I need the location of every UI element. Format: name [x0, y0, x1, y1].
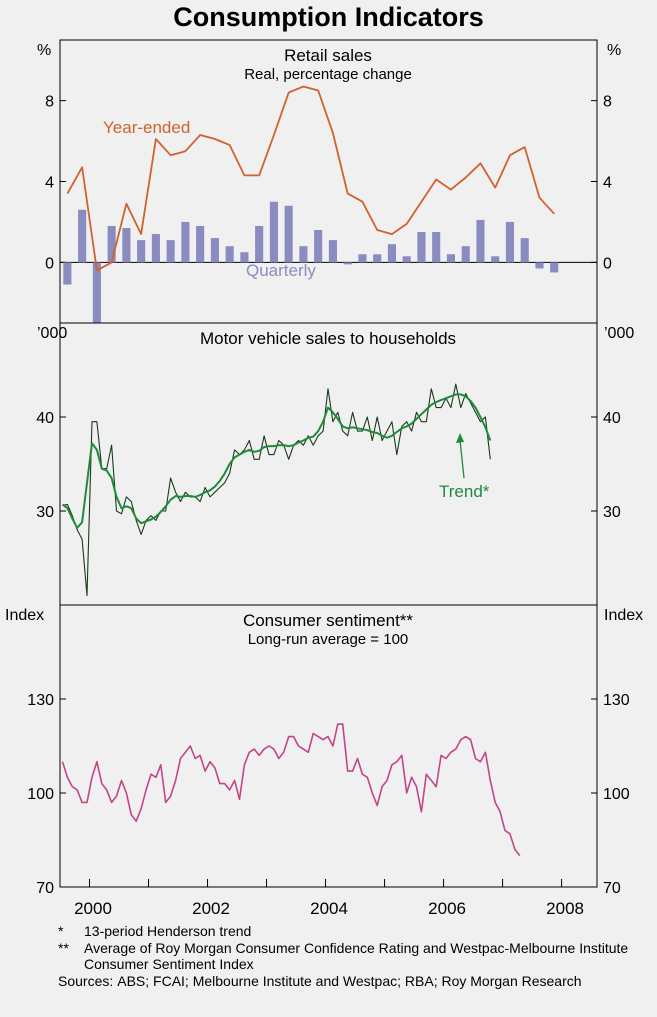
y-unit-label-left: ’000	[37, 325, 67, 342]
y-tick-label-right: 8	[603, 94, 612, 111]
quarterly-bar	[461, 246, 470, 263]
x-tick-label: 2008	[546, 899, 584, 918]
quarterly-bar	[446, 254, 456, 263]
panel-subtitle: Long-run average = 100	[248, 631, 409, 648]
quarterly-bar	[491, 256, 500, 263]
quarterly-bar	[432, 232, 441, 263]
footnote-sources: Sources: ABS; FCAI; Melbourne Institute …	[58, 973, 648, 990]
y-tick-label-right: 4	[603, 175, 612, 192]
y-tick-label-right: 30	[603, 504, 621, 521]
quarterly-bar	[402, 256, 411, 263]
quarterly-bar	[387, 244, 396, 263]
x-tick-label: 2006	[428, 899, 466, 918]
y-tick-label-left: 130	[27, 692, 54, 709]
footnote-sentiment: ** Average of Roy Morgan Consumer Confid…	[58, 940, 648, 973]
y-tick-label-right: 70	[603, 880, 621, 897]
panel-subtitle: Real, percentage change	[244, 66, 412, 83]
quarterly-bar	[343, 262, 352, 265]
panel-3	[60, 698, 597, 888]
quarterly-bar	[78, 209, 87, 263]
panel-2	[60, 383, 597, 597]
y-tick-label-left: 0	[45, 255, 54, 272]
panel-title: Retail sales	[284, 46, 372, 65]
quarterly-bar	[476, 219, 485, 263]
y-tick-label-right: 130	[603, 692, 630, 709]
footnote-trend-mark: *	[58, 923, 64, 939]
y-tick-label-left: 40	[36, 410, 54, 427]
annotation-quarterly: Quarterly	[246, 261, 316, 280]
quarterly-bar	[225, 246, 234, 263]
quarterly-bar	[314, 230, 323, 263]
y-tick-label-left: 70	[36, 880, 54, 897]
quarterly-bar	[63, 262, 72, 285]
sentiment-line	[61, 723, 521, 857]
annotation-trend: Trend*	[439, 482, 490, 501]
y-unit-label-right: %	[607, 42, 621, 59]
trend-arrow-line	[459, 439, 465, 479]
quarterly-bar	[417, 232, 426, 263]
quarterly-bar	[122, 227, 131, 263]
y-unit-label-left: %	[37, 42, 51, 59]
y-unit-label-left: Index	[5, 607, 44, 624]
y-tick-label-right: 40	[603, 410, 621, 427]
y-tick-label-left: 4	[45, 175, 54, 192]
chart-title: Consumption Indicators	[173, 2, 484, 32]
quarterly-bar	[166, 240, 175, 263]
y-tick-label-left: 100	[27, 786, 54, 803]
quarterly-bar	[535, 262, 544, 269]
plot-frame	[59, 39, 598, 888]
footnotes: * 13-period Henderson trend ** Average o…	[58, 923, 648, 989]
footnote-sources-label: Sources:	[58, 972, 114, 989]
panel-1	[60, 85, 597, 323]
quarterly-bar	[550, 262, 559, 273]
quarterly-bar	[269, 201, 278, 263]
x-tick-label: 2002	[192, 899, 230, 918]
x-tick-label: 2000	[74, 899, 112, 918]
quarterly-bar	[328, 240, 337, 263]
x-tick-label: 2004	[310, 899, 348, 918]
y-unit-label-right: Index	[604, 607, 643, 624]
quarterly-bar	[373, 254, 382, 263]
quarterly-bar	[107, 225, 116, 263]
quarterly-bar	[255, 225, 264, 263]
footnote-trend: * 13-period Henderson trend	[58, 923, 648, 940]
annotation-year-ended: Year-ended	[103, 118, 190, 137]
quarterly-bar	[210, 238, 219, 263]
quarterly-bar	[151, 234, 160, 263]
y-unit-label-right: ’000	[604, 325, 634, 342]
footnote-trend-text: 13-period Henderson trend	[84, 923, 252, 939]
quarterly-bar	[196, 225, 205, 263]
quarterly-bar	[520, 238, 529, 263]
y-tick-label-right: 0	[603, 255, 612, 272]
year-ended-line	[66, 85, 555, 272]
footnote-sources-text: ABS; FCAI; Melbourne Institute and Westp…	[117, 972, 582, 989]
trend-arrow-head	[456, 433, 464, 443]
panel-title: Consumer sentiment**	[243, 611, 413, 630]
y-tick-label-left: 8	[45, 94, 54, 111]
quarterly-bar	[284, 205, 293, 263]
panel-title: Motor vehicle sales to households	[200, 329, 456, 348]
motor-vehicle-trend-line	[61, 393, 492, 529]
quarterly-bar	[181, 221, 190, 263]
quarterly-bar	[137, 240, 146, 263]
y-tick-label-right: 100	[603, 786, 630, 803]
footnote-sentiment-text: Average of Roy Morgan Consumer Confidenc…	[84, 939, 629, 973]
quarterly-bar	[240, 252, 249, 263]
quarterly-bar	[358, 254, 367, 263]
footnote-sentiment-mark: **	[58, 939, 69, 956]
motor-vehicle-raw-line	[62, 383, 491, 597]
quarterly-bar	[299, 246, 308, 263]
quarterly-bar	[505, 221, 515, 263]
y-tick-label-left: 30	[36, 504, 54, 521]
quarterly-bar	[92, 262, 101, 323]
